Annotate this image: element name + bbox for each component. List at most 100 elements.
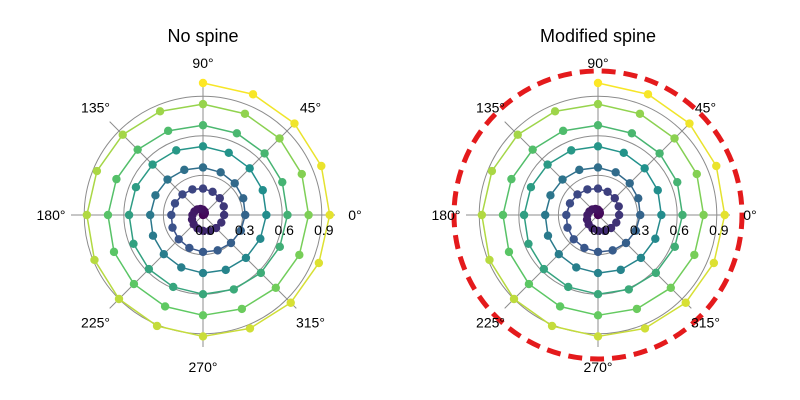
data-point <box>109 247 119 257</box>
data-point <box>185 243 194 253</box>
series-segment <box>202 327 251 338</box>
data-point <box>271 283 281 293</box>
series-segment <box>488 259 515 300</box>
series-segment <box>132 243 150 270</box>
data-point <box>151 191 160 200</box>
data-point <box>275 134 284 143</box>
series-segment <box>644 302 687 330</box>
series-segment <box>135 164 154 188</box>
series-segment <box>658 153 678 183</box>
series-segment <box>568 286 599 295</box>
data-point <box>275 242 285 252</box>
series-segment <box>597 103 641 115</box>
data-point <box>526 183 536 192</box>
series-segment <box>517 110 556 136</box>
series-segment <box>631 132 661 155</box>
data-point <box>635 109 645 118</box>
data-point <box>262 210 271 220</box>
series-segment <box>152 149 177 166</box>
series-segment <box>115 149 139 180</box>
series-segment <box>133 283 166 308</box>
data-point <box>163 175 172 184</box>
series-segment <box>173 286 204 295</box>
series-segment <box>168 124 204 132</box>
theta-tick-label: 0° <box>743 207 756 223</box>
theta-tick-label: 90° <box>192 55 213 71</box>
data-point <box>152 321 162 331</box>
data-point <box>198 142 208 151</box>
data-point <box>692 169 701 179</box>
data-point <box>248 90 258 99</box>
series-segment <box>481 214 491 261</box>
series-segment <box>528 283 561 308</box>
data-point <box>507 174 516 184</box>
data-point <box>286 298 295 307</box>
series-segment <box>554 103 599 113</box>
data-point <box>636 210 645 220</box>
r-tick-label: 0.0 <box>195 222 215 238</box>
series-segment <box>597 308 638 317</box>
data-point <box>133 145 142 154</box>
data-point <box>569 235 578 244</box>
series-segment <box>301 173 310 216</box>
data-point <box>543 160 552 169</box>
data-point <box>573 190 582 199</box>
data-point <box>297 169 306 179</box>
series-segment <box>137 130 169 151</box>
data-point <box>241 253 251 263</box>
series-segment <box>693 214 705 256</box>
series-segment <box>159 103 204 113</box>
series-segment <box>623 152 646 169</box>
data-point <box>651 234 660 243</box>
data-point <box>651 268 661 278</box>
r-tick-label: 0.3 <box>235 222 255 238</box>
data-point <box>593 142 603 151</box>
data-point <box>160 302 170 311</box>
data-point <box>612 218 621 227</box>
series-segment <box>293 123 322 167</box>
data-point <box>593 311 603 320</box>
data-point <box>198 290 208 299</box>
data-point <box>593 268 603 278</box>
data-point <box>198 163 208 172</box>
data-point <box>563 282 573 292</box>
series-segment <box>233 272 262 291</box>
data-point <box>666 283 676 293</box>
series-segment <box>202 288 234 295</box>
theta-tick-label: 225° <box>81 314 110 330</box>
data-point <box>241 210 250 220</box>
theta-tick-label: 180° <box>37 207 66 223</box>
data-point <box>621 238 631 248</box>
data-point <box>230 179 239 188</box>
data-point <box>593 163 603 172</box>
series-segment <box>202 145 229 154</box>
series-segment <box>547 149 572 166</box>
series-segment <box>93 259 120 300</box>
series-segment <box>647 93 690 125</box>
series-segment <box>249 302 292 330</box>
data-point <box>129 239 138 248</box>
theta-tick-label: 315° <box>296 314 325 330</box>
data-point <box>593 332 603 341</box>
series-segment <box>249 167 264 191</box>
series-segment <box>252 93 295 125</box>
series-segment <box>559 305 599 317</box>
data-point <box>477 210 487 220</box>
series-segment <box>673 138 698 175</box>
data-point <box>567 146 576 155</box>
data-point <box>593 226 603 236</box>
theta-tick-label: 180° <box>432 207 461 223</box>
data-point <box>256 268 266 278</box>
data-point <box>606 223 616 233</box>
series-segment <box>281 182 289 216</box>
theta-tick-label: 270° <box>189 359 218 375</box>
series-segment <box>279 214 289 247</box>
data-point <box>504 247 514 257</box>
series-segment <box>202 103 246 115</box>
data-point <box>614 210 624 220</box>
data-point <box>239 194 248 203</box>
series-segment <box>96 134 124 172</box>
series-segment <box>263 153 283 183</box>
data-point <box>92 166 102 176</box>
data-point <box>144 264 154 274</box>
